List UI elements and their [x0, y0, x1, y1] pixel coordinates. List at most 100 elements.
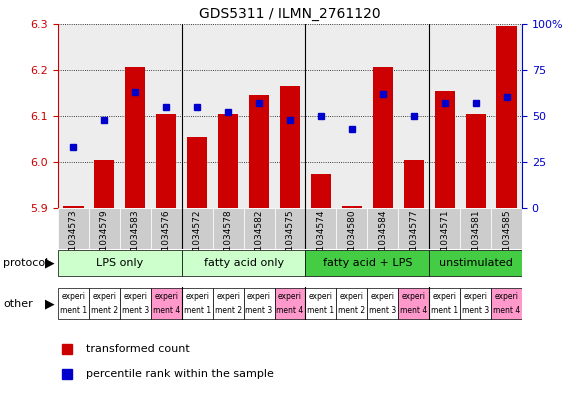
Bar: [151, 288, 182, 319]
Text: ▶: ▶: [45, 256, 54, 270]
Text: ment 4: ment 4: [277, 307, 303, 316]
Bar: [151, 208, 182, 249]
Bar: [89, 24, 120, 208]
Text: experi: experi: [463, 292, 488, 301]
Bar: [274, 208, 306, 249]
Text: ment 1: ment 1: [184, 307, 211, 316]
Bar: [367, 288, 398, 319]
Bar: [58, 288, 89, 319]
Bar: [182, 288, 213, 319]
Text: GSM1034571: GSM1034571: [440, 209, 449, 270]
Text: ment 4: ment 4: [400, 307, 427, 316]
Bar: [429, 208, 460, 249]
Text: experi: experi: [61, 292, 85, 301]
Bar: [491, 288, 522, 319]
Text: protocol: protocol: [3, 258, 48, 268]
Bar: [151, 24, 182, 208]
Text: GSM1034578: GSM1034578: [224, 209, 233, 270]
Bar: [491, 208, 522, 249]
Bar: [311, 174, 331, 208]
Text: GSM1034581: GSM1034581: [471, 209, 480, 270]
Bar: [274, 24, 306, 208]
Bar: [342, 206, 362, 208]
Text: ment 1: ment 1: [60, 307, 87, 316]
Bar: [398, 208, 429, 249]
Text: ment 2: ment 2: [338, 307, 365, 316]
Text: ment 4: ment 4: [153, 307, 180, 316]
Text: ment 3: ment 3: [462, 307, 489, 316]
Bar: [429, 24, 460, 208]
Text: experi: experi: [495, 292, 519, 301]
Text: GSM1034584: GSM1034584: [378, 209, 387, 270]
Bar: [187, 137, 207, 208]
Bar: [466, 114, 485, 208]
Text: LPS only: LPS only: [96, 258, 143, 268]
Bar: [182, 250, 306, 275]
Bar: [306, 250, 429, 275]
Text: other: other: [3, 299, 32, 309]
Text: ment 3: ment 3: [122, 307, 149, 316]
Bar: [404, 160, 424, 208]
Bar: [460, 208, 491, 249]
Bar: [120, 24, 151, 208]
Text: GSM1034582: GSM1034582: [255, 209, 263, 270]
Text: GSM1034580: GSM1034580: [347, 209, 356, 270]
Bar: [491, 24, 522, 208]
Bar: [460, 24, 491, 208]
Text: GSM1034572: GSM1034572: [193, 209, 202, 270]
Bar: [249, 95, 269, 208]
Bar: [336, 208, 367, 249]
Text: experi: experi: [371, 292, 395, 301]
Bar: [58, 208, 89, 249]
Text: fatty acid + LPS: fatty acid + LPS: [322, 258, 412, 268]
Text: ment 3: ment 3: [369, 307, 396, 316]
Text: transformed count: transformed count: [86, 344, 190, 354]
Text: experi: experi: [216, 292, 240, 301]
Bar: [367, 208, 398, 249]
Text: GSM1034583: GSM1034583: [131, 209, 140, 270]
Text: experi: experi: [402, 292, 426, 301]
Bar: [496, 26, 517, 208]
Text: experi: experi: [433, 292, 456, 301]
Text: ▶: ▶: [45, 297, 54, 310]
Bar: [280, 86, 300, 208]
Text: percentile rank within the sample: percentile rank within the sample: [86, 369, 274, 379]
Bar: [244, 208, 274, 249]
Text: experi: experi: [92, 292, 117, 301]
Bar: [434, 90, 455, 208]
Bar: [429, 250, 522, 275]
Bar: [182, 208, 213, 249]
Bar: [125, 68, 146, 208]
Bar: [306, 208, 336, 249]
Bar: [89, 288, 120, 319]
Bar: [244, 288, 274, 319]
Text: GSM1034575: GSM1034575: [285, 209, 295, 270]
Text: ment 4: ment 4: [493, 307, 520, 316]
Text: ment 2: ment 2: [215, 307, 242, 316]
Bar: [89, 208, 120, 249]
Bar: [306, 24, 336, 208]
Text: experi: experi: [309, 292, 333, 301]
Text: unstimulated: unstimulated: [438, 258, 513, 268]
Text: experi: experi: [154, 292, 178, 301]
Text: GSM1034574: GSM1034574: [317, 209, 325, 270]
Bar: [95, 160, 114, 208]
Text: ment 1: ment 1: [431, 307, 458, 316]
Bar: [336, 288, 367, 319]
Bar: [460, 288, 491, 319]
Text: GSM1034579: GSM1034579: [100, 209, 109, 270]
Text: ment 1: ment 1: [307, 307, 335, 316]
Bar: [218, 114, 238, 208]
Bar: [306, 288, 336, 319]
Text: experi: experi: [247, 292, 271, 301]
Text: ment 2: ment 2: [91, 307, 118, 316]
Bar: [213, 288, 244, 319]
Text: GSM1034577: GSM1034577: [409, 209, 418, 270]
Text: experi: experi: [340, 292, 364, 301]
Bar: [274, 288, 306, 319]
Text: ment 3: ment 3: [245, 307, 273, 316]
Bar: [244, 24, 274, 208]
Bar: [213, 208, 244, 249]
Bar: [58, 24, 89, 208]
Bar: [429, 288, 460, 319]
